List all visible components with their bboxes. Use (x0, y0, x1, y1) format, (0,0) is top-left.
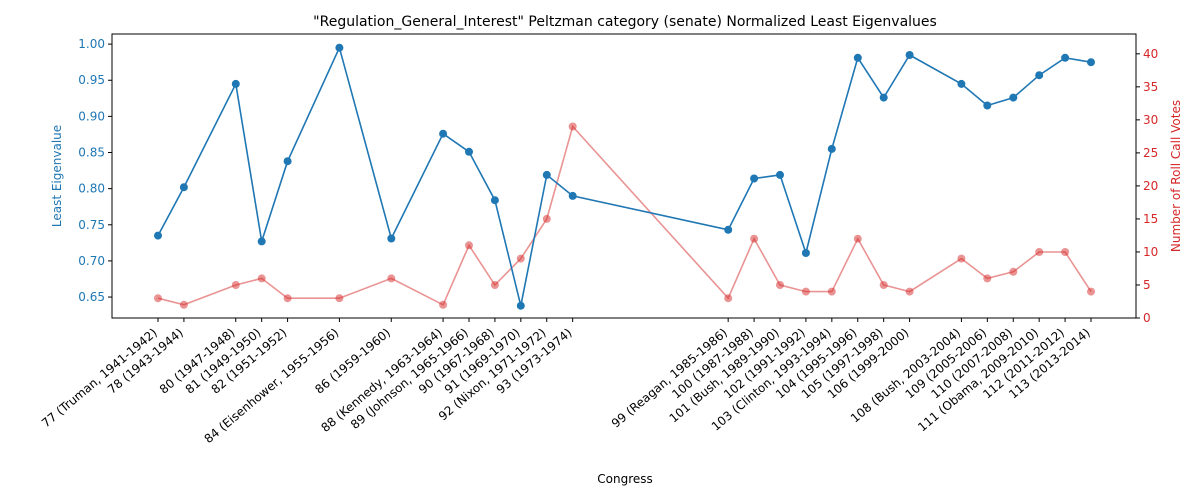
roll-call-votes-point (1087, 287, 1095, 296)
least-eigenvalue-point (154, 231, 162, 240)
least-eigenvalue-line (157, 45, 1092, 306)
roll-call-votes-point (179, 300, 188, 309)
roll-call-votes-point (724, 294, 733, 303)
least-eigenvalue-point (1035, 71, 1044, 80)
roll-call-votes-point (1061, 248, 1070, 256)
least-eigenvalue-point (257, 237, 266, 246)
least-eigenvalue-point (1061, 53, 1070, 62)
least-eigenvalue-point (879, 93, 888, 102)
least-eigenvalue-point (905, 51, 914, 59)
least-eigenvalue-point (179, 183, 188, 192)
plot-area (111, 33, 1137, 319)
roll-call-votes-point (879, 281, 888, 289)
roll-call-votes-point (231, 281, 240, 289)
right-tick-label: 20 (1143, 179, 1158, 193)
roll-call-votes-point (516, 254, 525, 263)
least-eigenvalue-point (801, 249, 810, 257)
least-eigenvalue-point (724, 225, 733, 234)
left-tick-label: 0.95 (78, 73, 105, 87)
least-eigenvalue-series (154, 43, 1095, 310)
roll-call-votes-point (490, 281, 499, 289)
roll-call-votes-point (750, 234, 759, 243)
left-tick-label: 0.65 (78, 290, 105, 304)
least-eigenvalue-point (231, 79, 240, 88)
roll-call-votes-point (465, 241, 473, 250)
roll-call-votes-point (1035, 248, 1044, 256)
right-tick-label: 35 (1143, 80, 1158, 94)
right-tick-label: 15 (1143, 212, 1158, 226)
least-eigenvalue-point (490, 196, 499, 205)
left-tick-label: 0.75 (78, 218, 105, 232)
left-tick-label: 0.85 (78, 146, 105, 160)
least-eigenvalue-point (827, 144, 836, 153)
roll-call-votes-point (1009, 267, 1018, 276)
least-eigenvalue-point (1087, 58, 1095, 67)
least-eigenvalue-point (853, 53, 862, 62)
x-axis-label: Congress (597, 472, 653, 486)
left-tick-label: 1.00 (78, 37, 105, 51)
left-tick-label: 0.70 (78, 254, 105, 268)
least-eigenvalue-point (957, 79, 966, 88)
right-tick-label: 10 (1143, 245, 1158, 259)
roll-call-votes-point (439, 300, 448, 309)
roll-call-votes-point (827, 287, 836, 296)
roll-call-votes-series (154, 122, 1095, 309)
roll-call-votes-point (957, 254, 966, 263)
least-eigenvalue-point (776, 170, 784, 179)
least-eigenvalue-point (516, 301, 525, 310)
roll-call-votes-point (283, 294, 292, 303)
least-eigenvalue-point (568, 191, 577, 200)
roll-call-votes-point (853, 234, 862, 243)
right-tick-label: 5 (1143, 278, 1151, 292)
least-eigenvalue-point (335, 43, 344, 52)
roll-call-votes-point (983, 274, 992, 283)
x-tick-label: 77 (Truman, 1941-1942) (39, 326, 160, 431)
least-eigenvalue-point (1009, 93, 1018, 102)
x-axis: 77 (Truman, 1941-1942)78 (1943-1944)80 (… (39, 318, 1093, 446)
chart-title: "Regulation_General_Interest" Peltzman c… (313, 14, 937, 30)
left-tick-label: 0.90 (78, 109, 105, 123)
y-axis-label-left: Least Eigenvalue (50, 125, 64, 227)
right-tick-label: 40 (1143, 47, 1158, 61)
roll-call-votes-point (776, 281, 784, 289)
least-eigenvalue-point (387, 234, 396, 243)
roll-call-votes-line (157, 124, 1092, 306)
roll-call-votes-point (257, 274, 266, 283)
roll-call-votes-point (387, 274, 396, 283)
y-axis-label-right: Number of Roll Call Votes (1169, 100, 1183, 252)
roll-call-votes-point (905, 287, 914, 296)
least-eigenvalue-point (283, 157, 292, 166)
roll-call-votes-point (335, 294, 344, 303)
roll-call-votes-point (801, 287, 810, 296)
roll-call-votes-point (568, 122, 577, 131)
least-eigenvalue-point (439, 129, 448, 138)
left-y-axis: 0.65 0.70 0.75 0.80 0.85 0.90 0.95 1.00 (78, 37, 112, 304)
least-eigenvalue-point (465, 147, 473, 156)
roll-call-votes-point (154, 294, 162, 303)
least-eigenvalue-point (983, 101, 992, 110)
least-eigenvalue-point (542, 170, 551, 179)
right-tick-label: 25 (1143, 146, 1158, 160)
least-eigenvalue-point (750, 174, 759, 183)
right-tick-label: 30 (1143, 113, 1158, 127)
left-tick-label: 0.80 (78, 182, 105, 196)
right-y-axis: 0 5 10 15 20 25 30 35 40 (1136, 47, 1158, 325)
right-tick-label: 0 (1143, 311, 1151, 325)
roll-call-votes-point (542, 214, 551, 223)
